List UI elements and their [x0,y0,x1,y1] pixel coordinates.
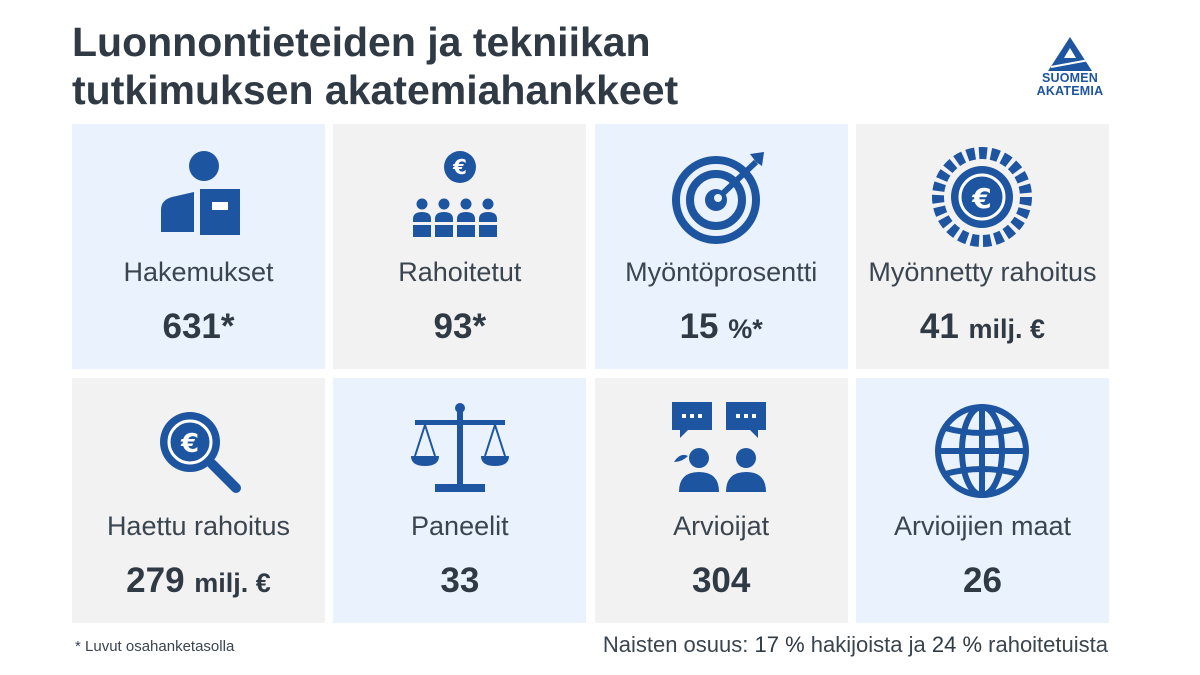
tile-value: 41 milj. € [919,307,1046,346]
tile-applications: Hakemukset 631* [72,124,325,369]
tile-label: Myönnetty rahoitus [868,257,1097,287]
tile-value: 26 [963,561,1002,600]
euro-search-icon: € [144,396,254,506]
svg-text:€: € [179,429,198,459]
tile-label: Paneelit [411,511,509,541]
tile-label: Rahoitetut [398,257,522,287]
tile-applied-funding: € Haettu rahoitus 279 milj. € [72,378,325,623]
svg-text:€: € [452,155,467,179]
stats-grid: Hakemukset 631* € Rahoitetut 93* [72,124,1109,623]
title-line-2: tutkimuksen akatemiahankkeet [72,67,679,113]
tile-value: 33 [440,561,480,600]
tile-reviewers: Arvioijat 304 [594,378,848,623]
tile-value: 631* [162,307,235,346]
tile-label: Arvioijien maat [893,511,1072,541]
tile-value: 304 [691,561,751,600]
logo-text-line-2: AKATEMIA [1036,84,1104,98]
tile-reviewer-countries: Arvioijien maat 26 [855,378,1109,623]
title-line-1: Luonnontieteiden ja tekniikan [72,19,651,65]
footnote: * Luvut osahanketasolla [75,638,235,655]
women-funded-text: rahoitetuista [988,632,1108,657]
euro-coin-icon: € [927,142,1037,252]
tile-value: 15 %* [679,307,763,346]
globe-icon [927,396,1037,506]
women-applicants-text: hakijoista ja [810,632,926,657]
page-title: Luonnontieteiden ja tekniikan tutkimukse… [72,18,832,114]
tile-label: Arvioijat [673,511,770,541]
logo-triangle-icon [1048,37,1092,71]
reviewers-chat-icon [666,396,776,506]
women-prefix: Naisten osuus: [602,632,749,657]
target-icon [666,142,776,252]
tile-value: 279 milj. € [126,561,271,600]
svg-text:€: € [972,182,992,215]
tile-funded: € Rahoitetut 93* [333,124,587,369]
applicant-box-icon [144,142,254,252]
suomen-akatemia-logo: SUOMEN AKATEMIA [1030,36,1110,98]
women-funded-value: 24 % [931,632,983,657]
tile-panels: Paneelit 33 [333,378,587,623]
tile-granted-funding: € Myönnetty rahoitus 41 milj. € [855,124,1109,369]
logo-text-line-1: SUOMEN [1041,71,1099,85]
tile-label: Haettu rahoitus [106,511,291,541]
tile-approval-rate: Myöntöprosentti 15 %* [594,124,848,369]
women-share-note: Naisten osuus: 17 % hakijoista ja 24 % r… [603,632,1108,658]
scales-icon [405,396,515,506]
women-applicants-value: 17 % [754,632,805,657]
tile-label: Hakemukset [123,257,274,287]
tile-label: Myöntöprosentti [625,257,818,287]
funded-group-icon: € [405,142,515,252]
tile-value: 93* [433,307,487,346]
